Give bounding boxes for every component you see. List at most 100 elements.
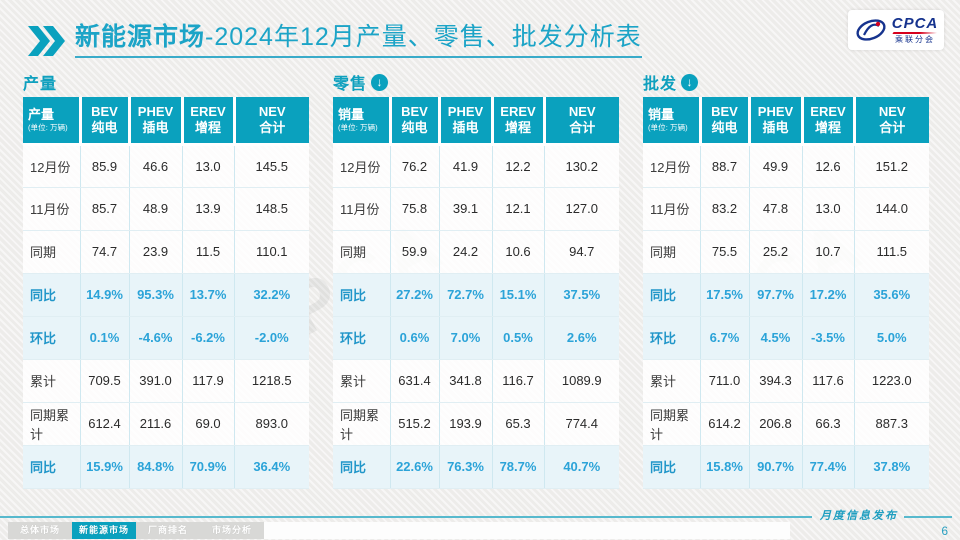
table-row: 环比 0.6% 7.0% 0.5% 2.6% [333, 316, 619, 360]
cell-value: 110.1 [234, 230, 309, 274]
cell-value: 13.0 [802, 187, 855, 231]
cell-value: 631.4 [390, 359, 440, 403]
cell-value: 88.7 [700, 144, 750, 188]
cell-value: 76.2 [390, 144, 440, 188]
table-row: 同比 27.2% 72.7% 15.1% 37.5% [333, 273, 619, 317]
cell-value: 1218.5 [234, 359, 309, 403]
section-title: 批发 [643, 76, 678, 93]
cell-value: 69.0 [182, 402, 235, 446]
table-row: 同比 14.9% 95.3% 13.7% 32.2% [23, 273, 309, 317]
cell-value: 12.6 [802, 144, 855, 188]
table-corner-cell: 销量 (单位: 万辆) [333, 97, 392, 146]
table-corner-cell: 产量 (单位: 万辆) [23, 97, 82, 146]
row-label: 11月份 [333, 187, 391, 231]
cell-value: 23.9 [129, 230, 183, 274]
cpca-logo-subtitle: 乘联分会 [894, 35, 935, 44]
column-header-EREV: EREV 增程 [802, 97, 856, 146]
footer-tabs: 总体市场 新能源市场 厂商排名 市场分析 [8, 522, 264, 539]
row-label: 同期 [23, 230, 81, 274]
table-row: 累计 631.4 341.8 116.7 1089.9 [333, 359, 619, 403]
row-label: 12月份 [643, 144, 701, 188]
row-label: 累计 [643, 359, 701, 403]
section-head: 零售 ↓ [333, 70, 619, 94]
row-label: 同比 [23, 445, 81, 489]
cell-value: 12.2 [492, 144, 545, 188]
cell-value: 612.4 [80, 402, 130, 446]
cell-value: 394.3 [749, 359, 803, 403]
cell-value: 111.5 [854, 230, 929, 274]
table-row: 同期 59.9 24.2 10.6 94.7 [333, 230, 619, 274]
page-title-row: 新能源市场-2024年12月产量、零售、批发分析表 [28, 23, 642, 58]
column-header-PHEV: PHEV 插电 [439, 97, 494, 146]
cpca-logo-name: CPCA [891, 15, 939, 32]
cell-value: 10.7 [802, 230, 855, 274]
column-header-NEV: NEV 合计 [544, 97, 619, 146]
table-row: 环比 0.1% -4.6% -6.2% -2.0% [23, 316, 309, 360]
cell-value: 17.2% [802, 273, 855, 317]
footer-divider-line [0, 516, 812, 518]
table-block-批发: 批发 ↓ 销量 (单位: 万辆) BEV 纯电 PHEV 插电 EREV 增程 NEV 合计 12月份 8… [643, 70, 929, 489]
row-label: 同期 [333, 230, 391, 274]
cell-value: 37.5% [544, 273, 619, 317]
cell-value: 13.0 [182, 144, 235, 188]
cell-value: 15.1% [492, 273, 545, 317]
cell-value: 48.9 [129, 187, 183, 231]
double-chevron-right-icon [28, 25, 65, 56]
page-title-rest: -2024年12月产量、零售、批发分析表 [205, 23, 642, 51]
cell-value: 12.1 [492, 187, 545, 231]
cpca-logo-icon [856, 19, 886, 41]
table-row: 12月份 88.7 49.9 12.6 151.2 [643, 144, 929, 188]
cell-value: 36.4% [234, 445, 309, 489]
cell-value: 75.5 [700, 230, 750, 274]
column-header-BEV: BEV 纯电 [700, 97, 751, 146]
column-header-BEV: BEV 纯电 [80, 97, 131, 146]
row-label: 同比 [643, 273, 701, 317]
cell-value: 887.3 [854, 402, 929, 446]
tab-overall-market[interactable]: 总体市场 [19, 525, 60, 535]
column-header-PHEV: PHEV 插电 [749, 97, 804, 146]
cell-value: -2.0% [234, 316, 309, 360]
cell-value: 2.6% [544, 316, 619, 360]
row-label: 11月份 [643, 187, 701, 231]
cell-value: 515.2 [390, 402, 440, 446]
cell-value: 83.2 [700, 187, 750, 231]
cell-value: 341.8 [439, 359, 493, 403]
cell-value: 65.3 [492, 402, 545, 446]
table-row: 11月份 83.2 47.8 13.0 144.0 [643, 187, 929, 231]
footer-dash [904, 516, 952, 518]
cell-value: 6.7% [700, 316, 750, 360]
tab-oem-ranking[interactable]: 厂商排名 [147, 525, 188, 535]
row-label: 同比 [643, 445, 701, 489]
row-label: 11月份 [23, 187, 81, 231]
column-header-NEV: NEV 合计 [854, 97, 929, 146]
tab-nev-market[interactable]: 新能源市场 [72, 522, 136, 539]
row-label: 环比 [23, 316, 81, 360]
cell-value: 130.2 [544, 144, 619, 188]
cell-value: 47.8 [749, 187, 803, 231]
table-row: 同期 74.7 23.9 11.5 110.1 [23, 230, 309, 274]
cell-value: 391.0 [129, 359, 183, 403]
cell-value: 0.1% [80, 316, 130, 360]
section-head: 产量 [23, 70, 309, 94]
cell-value: 7.0% [439, 316, 493, 360]
cell-value: 40.7% [544, 445, 619, 489]
row-label: 同比 [333, 445, 391, 489]
cell-value: 193.9 [439, 402, 493, 446]
cell-value: 1089.9 [544, 359, 619, 403]
cell-value: 614.2 [700, 402, 750, 446]
cell-value: -3.5% [802, 316, 855, 360]
row-label: 12月份 [333, 144, 391, 188]
cell-value: -6.2% [182, 316, 235, 360]
cell-value: 39.1 [439, 187, 493, 231]
cell-value: 74.7 [80, 230, 130, 274]
row-label: 环比 [333, 316, 391, 360]
cell-value: 711.0 [700, 359, 750, 403]
row-label: 12月份 [23, 144, 81, 188]
cell-value: 206.8 [749, 402, 803, 446]
row-label: 累计 [333, 359, 391, 403]
tab-market-analysis[interactable]: 市场分析 [211, 525, 252, 535]
table-row: 同期累计 612.4 211.6 69.0 893.0 [23, 402, 309, 446]
table-corner-cell: 销量 (单位: 万辆) [643, 97, 702, 146]
cell-value: 85.7 [80, 187, 130, 231]
cell-value: 116.7 [492, 359, 545, 403]
